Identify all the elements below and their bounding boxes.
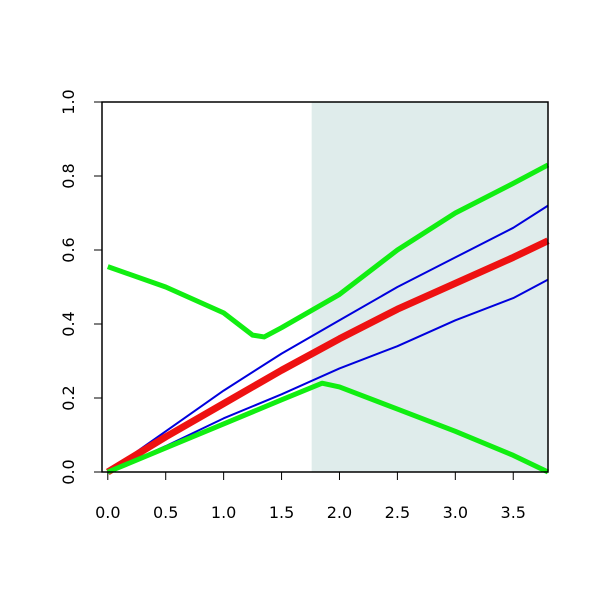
x-tick-label: 1.0	[211, 503, 236, 522]
plot-box	[101, 101, 549, 473]
y-tick-label: 0.4	[59, 311, 78, 336]
x-tick-label: 0.5	[153, 503, 178, 522]
y-tick-label: 1.0	[59, 89, 78, 114]
x-tick-label: 3.0	[443, 503, 468, 522]
y-tick-label: 0.0	[59, 459, 78, 484]
line-series	[106, 380, 550, 475]
line-series	[106, 162, 550, 340]
x-tick-label: 0.0	[95, 503, 120, 522]
line-series	[107, 278, 549, 473]
x-tick-label: 2.0	[327, 503, 352, 522]
line-series	[105, 237, 550, 475]
line-series	[107, 204, 549, 473]
x-tick-label: 3.5	[501, 503, 526, 522]
x-tick-label: 1.5	[269, 503, 294, 522]
y-tick-label: 0.2	[59, 385, 78, 410]
y-tick-label: 0.6	[59, 237, 78, 262]
y-tick-label: 0.8	[59, 163, 78, 188]
x-tick-label: 2.5	[385, 503, 410, 522]
